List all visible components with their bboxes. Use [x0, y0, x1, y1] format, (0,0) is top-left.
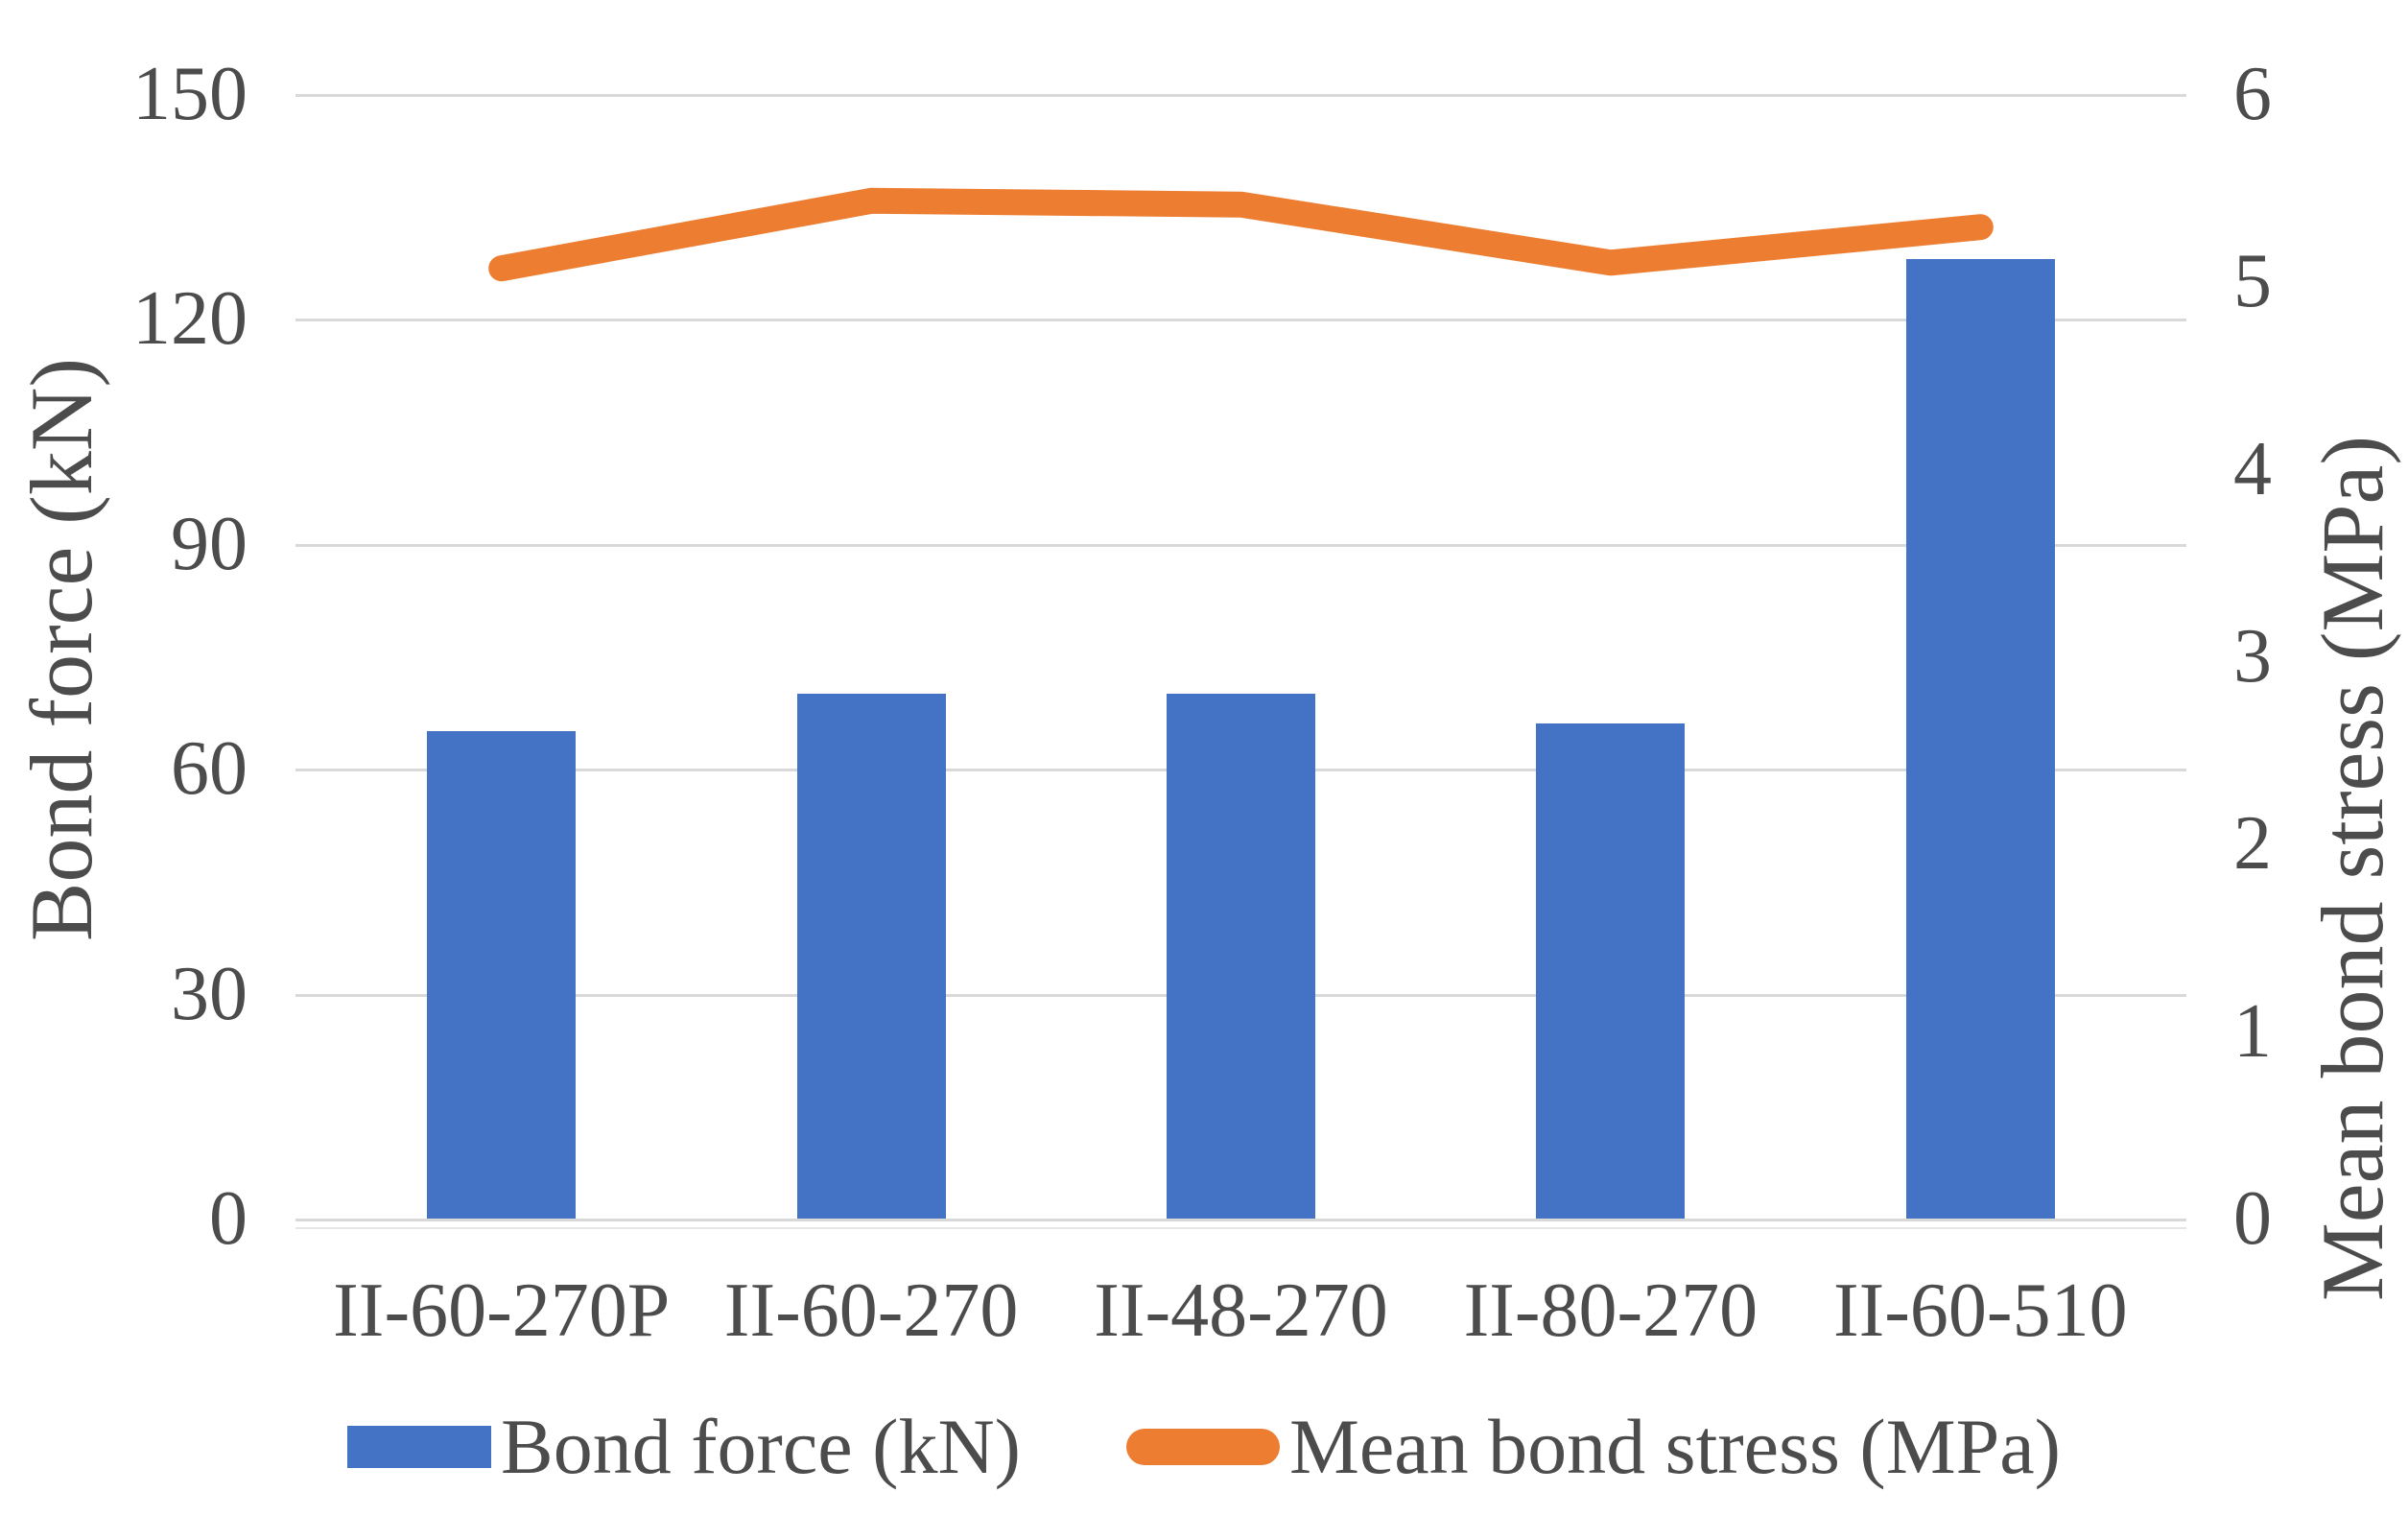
gridline-150: [295, 94, 2186, 97]
right-tick-label: 1: [2233, 988, 2272, 1074]
bar-II-48-270: [1167, 694, 1315, 1219]
category-label: II-80-270: [1463, 1268, 1759, 1353]
gridline-120: [295, 319, 2186, 322]
right-tick-label: 3: [2233, 614, 2272, 699]
right-tick-label: 0: [2233, 1176, 2272, 1261]
left-tick-label: 60: [171, 726, 248, 812]
right-tick-label: 2: [2233, 801, 2272, 887]
legend: Bond force (kN) Mean bond stress (MPa): [0, 1389, 2408, 1504]
left-axis-tick-labels: 150 120 90 60 30 0: [86, 52, 248, 1261]
gridline-90: [295, 543, 2186, 547]
category-label: II-60-510: [1833, 1268, 2128, 1353]
bar-II-60-270P: [427, 731, 577, 1219]
category-label: II-48-270: [1094, 1268, 1388, 1353]
legend-label-bond-force: Bond force (kN): [501, 1403, 1021, 1490]
bar-II-60-270: [796, 694, 946, 1219]
legend-item-mean-bond-stress: Mean bond stress (MPa): [1125, 1402, 2061, 1492]
legend-label-mean-bond-stress: Mean bond stress (MPa): [1288, 1403, 2061, 1490]
mean-bond-stress-line: [488, 187, 1994, 282]
right-tick-label: 4: [2233, 426, 2272, 511]
right-tick-label: 6: [2233, 52, 2272, 136]
category-label: II-60-270P: [333, 1268, 671, 1353]
category-axis-labels: II-60-270P II-60-270 II-48-270 II-80-270…: [317, 1263, 2165, 1359]
left-tick-label: 30: [171, 951, 248, 1036]
mean-bond-stress-line-layer: [488, 187, 1994, 282]
gridline-0-baseline: [295, 1219, 2186, 1221]
right-axis-tick-labels: 6 5 4 3 2 1 0: [2233, 52, 2396, 1261]
category-label: II-60-270: [723, 1268, 1019, 1353]
bar-II-60-510: [1905, 258, 2055, 1219]
line-series-swatch-icon: [1125, 1429, 1280, 1465]
left-tick-label: 0: [209, 1176, 248, 1261]
bar-II-80-270: [1536, 723, 1686, 1219]
category-axis-line: [295, 1227, 2186, 1229]
left-tick-label: 120: [132, 276, 248, 362]
legend-item-bond-force: Bond force (kN): [347, 1402, 1021, 1492]
plot-area: [295, 94, 2186, 1229]
left-tick-label: 150: [132, 52, 248, 136]
left-tick-label: 90: [171, 501, 248, 586]
right-tick-label: 5: [2233, 239, 2272, 324]
bar-series-swatch-icon: [347, 1426, 492, 1468]
